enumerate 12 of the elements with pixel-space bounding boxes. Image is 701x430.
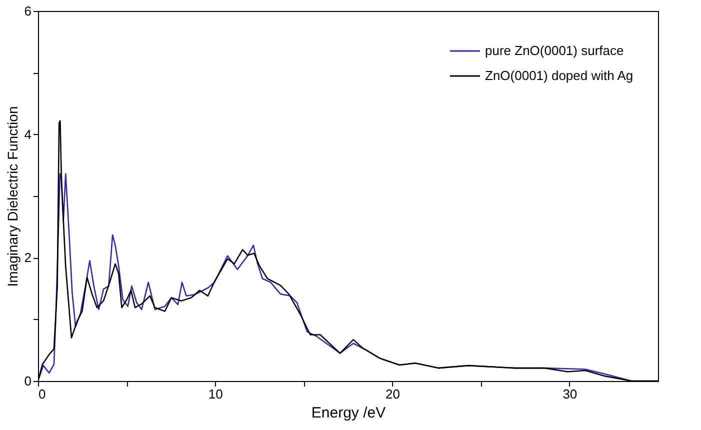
x-tick-label: 20: [386, 386, 400, 402]
x-axis-title: Energy /eV: [311, 404, 386, 422]
y-tick-label: 4: [24, 126, 32, 142]
x-tick-label: 10: [208, 386, 223, 402]
y-axis-title: Imaginary Dielectric Function: [4, 106, 20, 287]
x-tick-label: 0: [38, 386, 46, 402]
y-tick-label: 0: [24, 374, 32, 388]
legend-label: pure ZnO(0001) surface: [485, 43, 624, 58]
legend-label: ZnO(0001) doped with Ag: [485, 68, 634, 83]
y-tick-label: 6: [24, 4, 32, 18]
x-tick-label: 30: [562, 386, 578, 402]
y-tick-label: 2: [24, 250, 32, 266]
